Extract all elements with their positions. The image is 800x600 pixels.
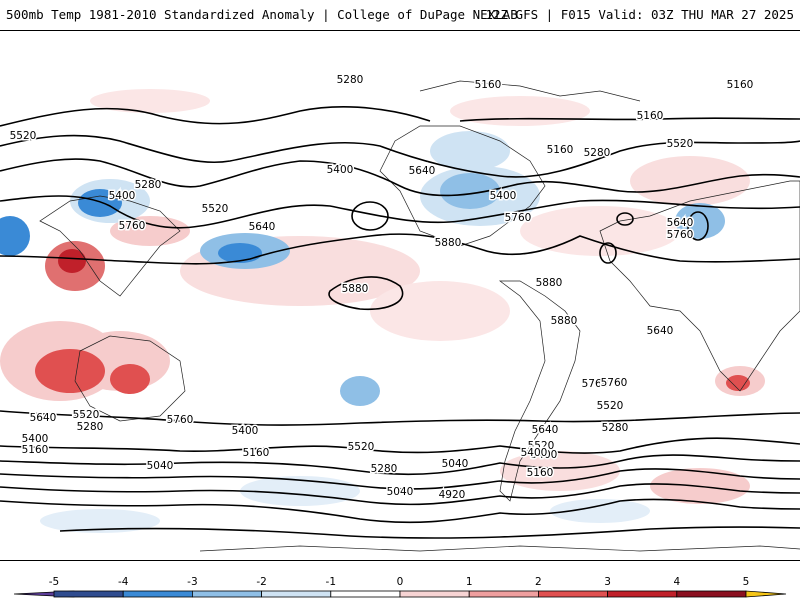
contour-label: 5040: [442, 458, 469, 470]
contour-label: 5760: [601, 377, 628, 389]
contour-label: 5400: [327, 164, 354, 176]
contour-label: 5640: [667, 217, 694, 229]
colorbar-segment: [607, 590, 678, 598]
contour-label: 5040: [147, 460, 174, 472]
contour-label: 5400: [490, 190, 517, 202]
contour-label: 5400: [109, 190, 136, 202]
colorbar-max-arrow: [745, 590, 787, 598]
contour-label: 5640: [647, 325, 674, 337]
anomaly-map: 5280 5160 51605160516055205520528052805400…: [0, 73, 800, 552]
contour-label: 5640: [532, 424, 559, 436]
contour-label: 5280: [135, 179, 162, 191]
contour-label: 5160: [243, 447, 270, 459]
anomaly-colorbar: -5 -4 -3 -2 -1 0 1 2 3 4 5: [13, 576, 787, 598]
contour-label: 5160: [527, 467, 554, 479]
contour-label: 5760: [667, 229, 694, 241]
contour-label: 5280: [371, 463, 398, 475]
contour-label: 5760: [505, 212, 532, 224]
colorbar-segment: [468, 590, 539, 598]
colorbar-tick-label: 1: [466, 576, 473, 588]
contour-label: 4920: [439, 489, 466, 501]
colorbar-tick-label: 0: [397, 576, 404, 588]
contour-label: 5400: [232, 425, 259, 437]
contour-label: 5400: [521, 447, 548, 459]
contour-label: 5280: [584, 147, 611, 159]
colorbar-segment: [261, 590, 332, 598]
contour-label: 5520: [667, 138, 694, 150]
contour-label: 5280: [77, 421, 104, 433]
contour-label: 5160: [475, 79, 502, 91]
map-title: 500mb Temp 1981-2010 Standardized Anomal…: [6, 7, 518, 22]
colorbar-segment: [676, 590, 747, 598]
contour-label: 5520: [73, 409, 100, 421]
contour-label: 5520: [528, 440, 555, 452]
colorbar-segment: [399, 590, 470, 598]
colorbar-tick-label: 3: [604, 576, 611, 588]
colorbar-tick-label: -3: [187, 576, 197, 588]
contour-label: 5640: [249, 221, 276, 233]
colorbar-tick-label: -5: [49, 576, 59, 588]
model-run-info: 12Z GFS | F015 Valid: 03Z THU MAR 27 202…: [485, 7, 794, 22]
colorbar-segment: [191, 590, 262, 598]
contour-label: 5520: [597, 400, 624, 412]
colorbar-tick-label: -2: [256, 576, 266, 588]
contour-label: 5520: [10, 130, 37, 142]
colorbar-segment: [122, 590, 193, 598]
colorbar-tick-label: 2: [535, 576, 542, 588]
contour-label: 5400: [531, 449, 558, 461]
contour-label: 5640: [30, 412, 57, 424]
contour-label: 5880: [342, 283, 369, 295]
colorbar-segment: [53, 590, 124, 598]
contour-label: 5880: [435, 237, 462, 249]
colorbar-segment: [538, 590, 609, 598]
contour-label: 5160: [637, 110, 664, 122]
contour-label: 5040: [387, 486, 414, 498]
colorbar-tick-label: -1: [326, 576, 336, 588]
contour-label: 5280: [602, 422, 629, 434]
contour-label: 5520: [202, 203, 229, 215]
contour-labels: 5280 5160 51605160516055205520528052805400…: [8, 73, 755, 503]
map-panel[interactable]: 5280 5160 5160 5160 5160 5520 5520 5280 5280 5400…: [0, 30, 800, 561]
colorbar-tick-label: 4: [673, 576, 680, 588]
contour-label: 5280: [337, 74, 364, 86]
contour-label: 5760: [119, 220, 146, 232]
contour-label: 5160: [22, 444, 49, 456]
colorbar-tick-label: 5: [743, 576, 750, 588]
contour-label: 5160: [727, 79, 754, 91]
colorbar-tick-label: -4: [118, 576, 129, 588]
coastlines: [39, 80, 800, 552]
contour-label: 5760: [167, 414, 194, 426]
contour-label: 5400: [22, 433, 49, 445]
contour-label: 5760: [582, 378, 609, 390]
header-bar: 500mb Temp 1981-2010 Standardized Anomal…: [0, 0, 800, 30]
contour-label: 5520: [348, 441, 375, 453]
colorbar-segment: [330, 590, 401, 598]
contour-label: 5880: [536, 277, 563, 289]
anomaly-shading: [0, 89, 765, 533]
contour-label: 5160: [547, 144, 574, 156]
contour-label: 5880: [551, 315, 578, 327]
height-contours: [0, 106, 800, 539]
contour-label: 5640: [409, 165, 436, 177]
